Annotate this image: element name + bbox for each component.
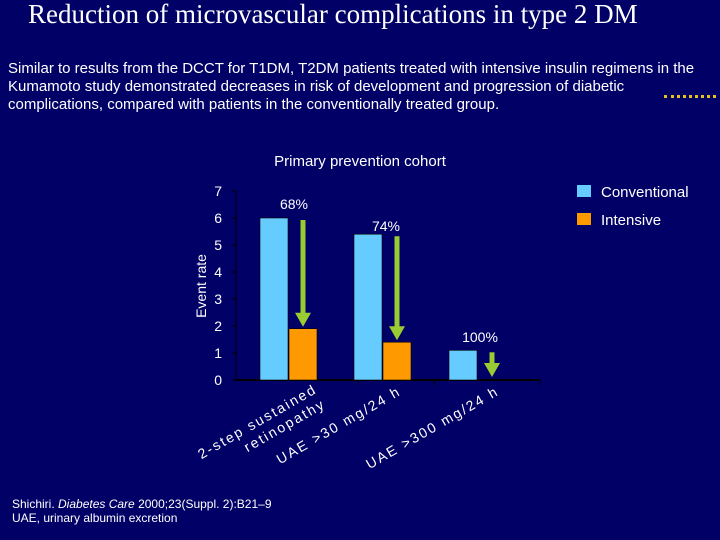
chart-title: Primary prevention cohort xyxy=(274,153,446,170)
reduction-arrow-head xyxy=(295,312,311,327)
footnote-author: Shichiri. xyxy=(12,497,59,511)
reduction-label-2: 74% xyxy=(372,218,400,234)
y-tick-label: 1 xyxy=(214,345,222,361)
footnote-abbreviation: UAE, urinary albumin excretion xyxy=(12,511,178,525)
footnote: Shichiri. Diabetes Care 2000;23(Suppl. 2… xyxy=(12,497,272,525)
reduction-arrow-head xyxy=(484,363,500,377)
legend-swatch-conventional xyxy=(577,185,591,197)
bar-conventional-1 xyxy=(259,217,289,381)
bar-intensive-1 xyxy=(288,328,318,381)
footnote-journal: Diabetes Care xyxy=(58,497,135,511)
bar-intensive-2 xyxy=(382,341,412,381)
reduction-label-1: 68% xyxy=(280,196,308,212)
slide-title: Reduction of microvascular complications… xyxy=(28,0,638,29)
bar-conventional-3 xyxy=(448,349,478,381)
bar-conventional-2 xyxy=(353,233,383,381)
slide-subtitle: Similar to results from the DCCT for T1D… xyxy=(8,60,695,113)
y-tick-label: 2 xyxy=(214,318,222,334)
legend-swatch-intensive xyxy=(577,213,591,225)
legend-label-intensive: Intensive xyxy=(601,212,661,229)
y-tick-label: 6 xyxy=(214,210,222,226)
y-tick-label: 5 xyxy=(214,237,222,253)
y-axis-label: Event rate xyxy=(193,254,209,318)
decorative-dotted-line xyxy=(664,95,716,98)
footnote-reference: 2000;23(Suppl. 2):B21–9 xyxy=(134,497,272,511)
y-tick-label: 0 xyxy=(214,372,222,388)
footnote-citation: Shichiri. Diabetes Care 2000;23(Suppl. 2… xyxy=(12,497,272,511)
y-tick-label: 7 xyxy=(214,183,222,199)
y-tick-label: 4 xyxy=(214,264,222,280)
y-tick-label: 3 xyxy=(214,291,222,307)
reduction-arrow-head xyxy=(389,326,405,341)
reduction-label-3: 100% xyxy=(462,329,498,345)
legend-label-conventional: Conventional xyxy=(601,184,689,201)
